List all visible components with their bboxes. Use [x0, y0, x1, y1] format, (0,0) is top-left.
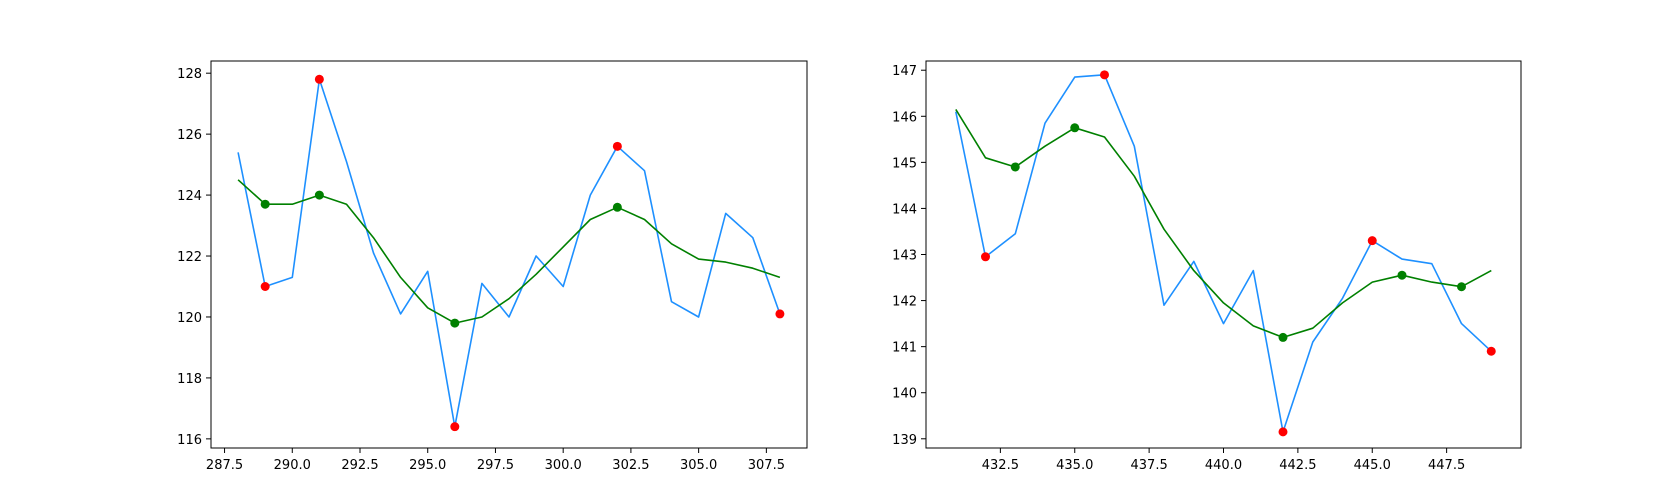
extrema-point-green [1397, 270, 1407, 280]
y-tick-label: 146 [892, 110, 917, 125]
extrema-point-red [314, 74, 324, 84]
extrema-point-red [1278, 427, 1288, 437]
extrema-point-green [260, 199, 270, 209]
x-tick-label: 302.5 [612, 458, 649, 473]
extrema-point-green [1457, 282, 1466, 292]
extrema-point-red [1100, 70, 1109, 80]
x-tick-label: 297.5 [477, 458, 514, 473]
raw-line-series [237, 78, 781, 428]
y-tick-label: 116 [177, 433, 202, 448]
axes-frame [210, 60, 808, 449]
x-tick-label: 445.0 [1354, 458, 1391, 473]
y-tick-label: 143 [892, 249, 917, 264]
y-tick-label: 141 [892, 341, 917, 356]
extrema-point-red [450, 422, 460, 432]
y-tick-label: 124 [177, 189, 202, 204]
x-tick-label: 292.5 [341, 458, 378, 473]
extrema-point-green [1070, 123, 1080, 133]
extrema-point-green [1278, 332, 1288, 342]
extrema-point-green [450, 318, 460, 328]
smoothed-line-series [955, 108, 1492, 339]
extrema-point-red [775, 309, 785, 319]
x-tick-label: 287.5 [206, 458, 243, 473]
x-tick-label: 300.0 [545, 458, 582, 473]
extrema-point-green [1010, 162, 1020, 172]
x-tick-label: 447.5 [1428, 458, 1465, 473]
y-tick-label: 145 [892, 156, 917, 171]
extrema-point-red [981, 252, 990, 262]
extrema-point-red [612, 141, 622, 151]
x-tick-label: 307.5 [748, 458, 785, 473]
x-tick-label: 442.5 [1279, 458, 1316, 473]
axes-frame [925, 60, 1522, 449]
raw-line-series [955, 74, 1492, 433]
x-tick-label: 305.0 [680, 458, 717, 473]
chart-panel-right: 432.5 435.0 437.5 440.0 442.5 445.0 447.5 139 14… [892, 60, 1522, 473]
x-tick-label: 295.0 [409, 458, 446, 473]
x-tick-label: 432.5 [982, 458, 1019, 473]
x-tick-label: 290.0 [274, 458, 311, 473]
y-tick-label: 120 [177, 311, 202, 326]
extrema-point-red [1486, 346, 1496, 356]
x-tick-label: 435.0 [1056, 458, 1093, 473]
y-tick-label: 122 [177, 250, 202, 265]
smoothed-line-series [237, 179, 781, 324]
y-tick-label: 139 [892, 433, 917, 448]
y-tick-label: 128 [177, 67, 202, 82]
x-tick-label: 440.0 [1205, 458, 1242, 473]
chart-panel-left: 287.5 290.0 292.5 295.0 297.5 300.0 302.5 305.0… [177, 60, 808, 473]
x-tick-label: 437.5 [1131, 458, 1168, 473]
y-tick-label: 126 [177, 128, 202, 143]
extrema-point-green [612, 202, 622, 212]
extrema-point-red [260, 281, 270, 291]
y-tick-label: 118 [177, 372, 202, 387]
y-tick-label: 147 [892, 64, 917, 79]
extrema-point-green [314, 190, 324, 200]
extrema-point-red [1367, 236, 1377, 246]
y-tick-label: 142 [892, 295, 917, 310]
y-tick-label: 140 [892, 387, 917, 402]
y-tick-label: 144 [892, 202, 917, 217]
